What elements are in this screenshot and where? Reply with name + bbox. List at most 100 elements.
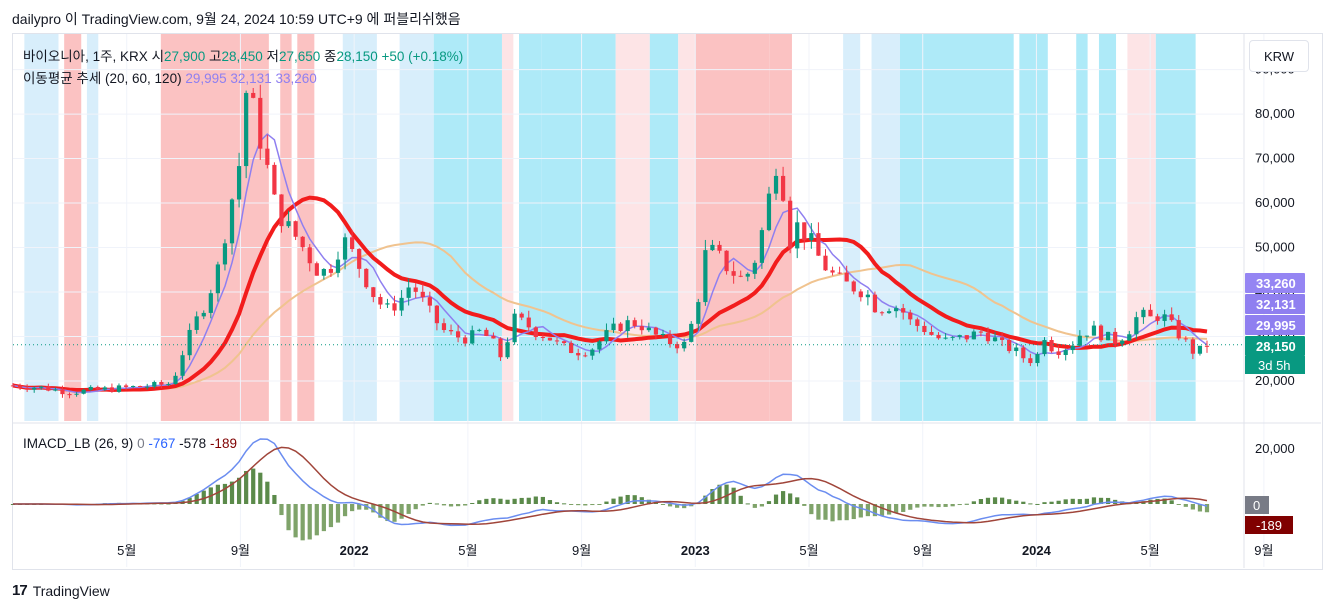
price-badge-2 <box>1245 315 1305 335</box>
candle-body-155 <box>1105 331 1111 341</box>
macd-bar-78 <box>561 503 567 505</box>
candle-body-73 <box>526 317 531 328</box>
macd-bar-109 <box>780 491 786 504</box>
macd-bar-149 <box>1063 499 1068 504</box>
macd-bar-151 <box>1077 499 1082 504</box>
macd-bar-168 <box>1197 504 1203 512</box>
candle-body-23 <box>173 375 178 385</box>
macd-bar-62 <box>448 504 454 507</box>
footer-brand: 17 TradingView <box>12 582 110 599</box>
macd-title: IMACD_LB (26, 9) <box>23 436 134 451</box>
macd-bar-102 <box>731 487 736 504</box>
macd-bar-72 <box>519 497 524 504</box>
time-axis: 5월 9월 2022 5월 9월 2023 5월 9월 2024 5월 9월 <box>117 543 1273 558</box>
macd-bar-26 <box>194 493 199 504</box>
macd-bar-25 <box>187 497 192 504</box>
candle-body-6 <box>53 389 58 391</box>
macd-bar-100 <box>717 484 722 504</box>
candle-body-166 <box>1183 338 1188 340</box>
tradingview-logo-icon: 17 <box>12 582 28 599</box>
candle-body-36 <box>265 148 270 165</box>
candle-body-13 <box>102 387 107 390</box>
signal-band-17 <box>843 34 861 421</box>
chart-frame <box>12 33 1323 570</box>
candle-body-159 <box>1134 317 1139 335</box>
candle-body-25 <box>187 329 192 356</box>
macd-bar-87 <box>625 494 630 504</box>
change-value: +50 (+0.18%) <box>381 49 464 64</box>
candle-body-3 <box>32 387 37 390</box>
ma120-value: 33,260 <box>275 71 317 86</box>
macd-bar-104 <box>745 503 750 505</box>
candle-body-21 <box>159 382 164 385</box>
candle-body-112 <box>802 222 807 241</box>
macd-bar-76 <box>547 500 553 504</box>
candle-body-121 <box>865 294 870 298</box>
macd-bar-56 <box>406 504 411 514</box>
macd-bar-41 <box>300 504 305 541</box>
macd-bar-43 <box>314 504 319 536</box>
macd-bar-36 <box>265 481 270 504</box>
candle-body-40 <box>293 221 298 237</box>
candle-body-50 <box>364 268 369 288</box>
low-value: 27,650 <box>278 49 321 64</box>
ma-orange-line <box>12 241 1208 391</box>
candle-body-147 <box>1049 340 1054 352</box>
candle-body-67 <box>484 329 489 336</box>
macd-bar-125 <box>894 504 899 513</box>
macd-bar-50 <box>364 504 369 510</box>
macd-bar-58 <box>420 504 425 506</box>
macd-bar-122 <box>872 504 878 517</box>
signal-band-3 <box>160 34 269 421</box>
macd-bar-155 <box>1105 497 1111 504</box>
candle-body-138 <box>985 332 991 342</box>
candle-body-39 <box>286 221 291 227</box>
macd-bar-40 <box>293 504 298 538</box>
candle-body-103 <box>738 275 743 277</box>
candle-body-68 <box>491 335 496 339</box>
candle-body-84 <box>604 330 609 342</box>
signal-band-2 <box>86 34 99 421</box>
macd-bar-66 <box>477 500 482 504</box>
candles <box>10 84 1210 399</box>
candle-body-29 <box>215 264 220 294</box>
candle-body-47 <box>342 237 348 260</box>
signal-band-9 <box>501 34 514 421</box>
macd-bar-129 <box>922 504 927 507</box>
macd-bar-153 <box>1091 497 1097 504</box>
candle-body-106 <box>759 230 765 263</box>
candle-body-76 <box>547 337 553 341</box>
candle-body-134 <box>957 335 962 337</box>
countdown-badge <box>1245 356 1305 374</box>
macd-bar-44 <box>321 504 326 532</box>
macd-bar-162 <box>1155 498 1160 504</box>
candle-body-133 <box>950 336 955 338</box>
macd-bar-64 <box>463 504 468 506</box>
candle-body-165 <box>1176 320 1181 339</box>
macd-bar-93 <box>667 504 673 507</box>
macd-bar-48 <box>350 504 355 512</box>
candle-body-17 <box>130 385 136 387</box>
candle-body-45 <box>328 268 334 273</box>
candle-body-93 <box>667 333 673 345</box>
candle-body-97 <box>696 302 701 324</box>
footer-brand-text: TradingView <box>32 582 110 599</box>
candle-body-102 <box>731 271 736 276</box>
candle-body-117 <box>837 272 842 274</box>
candle-body-149 <box>1063 350 1068 355</box>
currency-button[interactable]: KRW <box>1249 40 1309 72</box>
candle-body-81 <box>583 355 588 357</box>
macd-bar-141 <box>1007 499 1012 504</box>
candle-body-110 <box>788 200 793 249</box>
signal-band-13 <box>649 34 679 421</box>
candle-body-156 <box>1113 331 1118 344</box>
macd-bar-126 <box>901 504 906 512</box>
candle-body-139 <box>992 337 998 342</box>
candle-body-46 <box>335 259 341 273</box>
macd-bar-107 <box>766 501 772 504</box>
macd-v1: -767 <box>148 436 176 451</box>
macd-bar-127 <box>908 504 913 510</box>
macd-bar-53 <box>385 504 390 522</box>
macd-histogram <box>10 468 1210 541</box>
